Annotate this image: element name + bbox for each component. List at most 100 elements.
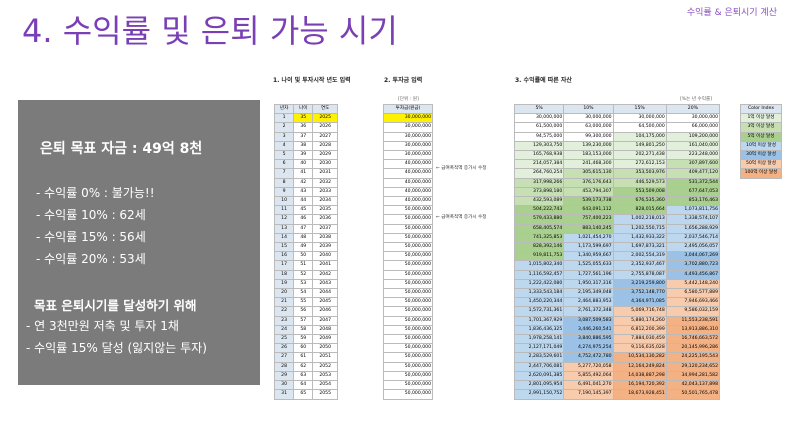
table-cell[interactable]: 27: [273, 352, 295, 363]
table-cell[interactable]: 2029: [312, 150, 338, 161]
table-cell[interactable]: 2052: [312, 361, 338, 372]
table-cell[interactable]: 13: [273, 223, 295, 234]
table-cell[interactable]: 54: [293, 288, 314, 299]
table-cell[interactable]: 62: [293, 361, 314, 372]
table-cell[interactable]: 50,000,000: [383, 269, 433, 280]
table-cell[interactable]: 30,000,000: [383, 122, 433, 133]
table-cell[interactable]: 2027: [312, 131, 338, 142]
table-cell[interactable]: 50,000,000: [383, 324, 433, 336]
table-cell[interactable]: 42: [293, 177, 314, 188]
table-cell[interactable]: 50,000,000: [383, 370, 433, 382]
table-cell[interactable]: 25: [273, 334, 295, 345]
table-cell[interactable]: 50,000,000: [383, 278, 433, 290]
table-cell[interactable]: 37: [293, 131, 314, 142]
table-cell[interactable]: 2054: [312, 380, 338, 391]
table-cell[interactable]: 53: [293, 278, 314, 290]
table-cell[interactable]: 2048: [312, 324, 338, 336]
table-cell[interactable]: 4: [273, 140, 295, 152]
table-cell[interactable]: 63: [293, 370, 314, 382]
table-cell[interactable]: 15: [273, 242, 295, 253]
table-cell[interactable]: 2053: [312, 370, 338, 382]
table-cell[interactable]: 48: [293, 232, 314, 244]
table-cell[interactable]: 39: [293, 150, 314, 161]
table-cell[interactable]: 6: [273, 159, 295, 170]
table-cell[interactable]: 43: [293, 186, 314, 198]
table-cell[interactable]: 55: [293, 297, 314, 308]
table-cell[interactable]: 2050: [312, 343, 338, 354]
table-cell[interactable]: 28: [273, 361, 295, 372]
table-cell[interactable]: 19: [273, 278, 295, 290]
table-cell[interactable]: 20: [273, 288, 295, 299]
table-cell[interactable]: 2042: [312, 269, 338, 280]
table-cell[interactable]: 2038: [312, 232, 338, 244]
table-cell[interactable]: 50,000,000: [383, 251, 433, 262]
table-cell[interactable]: 44: [293, 196, 314, 207]
table-cell[interactable]: 26: [273, 343, 295, 354]
table-cell[interactable]: 2044: [312, 288, 338, 299]
table-cell[interactable]: 40: [293, 159, 314, 170]
table-cell[interactable]: 60: [293, 343, 314, 354]
table-cell[interactable]: 2047: [312, 315, 338, 326]
table-cell[interactable]: 50,000,000: [383, 361, 433, 372]
table-cell[interactable]: 61: [293, 352, 314, 363]
table-cell[interactable]: 50,000,000: [383, 242, 433, 253]
table-cell[interactable]: 2033: [312, 186, 338, 198]
table-cell[interactable]: 8: [273, 177, 295, 188]
table-cell[interactable]: 2046: [312, 306, 338, 317]
table-cell[interactable]: 2026: [312, 122, 338, 133]
table-cell[interactable]: 50,000,000: [383, 297, 433, 308]
table-cell[interactable]: 56: [293, 306, 314, 317]
table-cell[interactable]: 59: [293, 334, 314, 345]
table-cell[interactable]: 9: [273, 186, 295, 198]
table-cell[interactable]: 50,000,000: [383, 334, 433, 345]
table-cell[interactable]: 17: [273, 260, 295, 271]
table-cell[interactable]: 50,000,000: [383, 352, 433, 363]
table-cell[interactable]: 65: [293, 389, 314, 400]
table-cell[interactable]: 50,000,000: [383, 288, 433, 299]
table-cell[interactable]: 30,000,000: [383, 131, 433, 142]
table-cell[interactable]: 35: [293, 113, 314, 124]
table-cell[interactable]: 24: [273, 324, 295, 336]
table-cell[interactable]: 29: [273, 370, 295, 382]
table-cell[interactable]: 57: [293, 315, 314, 326]
table-cell[interactable]: 51: [293, 260, 314, 271]
table-cell[interactable]: 58: [293, 324, 314, 336]
table-cell[interactable]: 21: [273, 297, 295, 308]
table-cell[interactable]: 40,000,000: [383, 186, 433, 198]
table-cell[interactable]: 50: [293, 251, 314, 262]
table-cell[interactable]: 2032: [312, 177, 338, 188]
table-cell[interactable]: 40,000,000: [383, 196, 433, 207]
table-cell[interactable]: 18: [273, 269, 295, 280]
table-cell[interactable]: 2: [273, 122, 295, 133]
table-cell[interactable]: 46: [293, 214, 314, 225]
table-cell[interactable]: 2041: [312, 260, 338, 271]
table-cell[interactable]: 50,000,000: [383, 389, 433, 400]
table-cell[interactable]: 30,000,000: [383, 113, 433, 124]
table-cell[interactable]: 30: [273, 380, 295, 391]
table-cell[interactable]: 3: [273, 131, 295, 142]
table-cell[interactable]: 10: [273, 196, 295, 207]
table-cell[interactable]: 2035: [312, 205, 338, 216]
table-cell[interactable]: 2028: [312, 140, 338, 152]
table-cell[interactable]: 38: [293, 140, 314, 152]
table-cell[interactable]: 47: [293, 223, 314, 234]
table-cell[interactable]: 30,000,000: [383, 150, 433, 161]
table-cell[interactable]: 40,000,000: [383, 168, 433, 179]
table-cell[interactable]: 50,000,000: [383, 205, 433, 216]
table-cell[interactable]: 23: [273, 315, 295, 326]
table-cell[interactable]: 2037: [312, 223, 338, 234]
table-cell[interactable]: 52: [293, 269, 314, 280]
table-cell[interactable]: 2055: [312, 389, 338, 400]
table-cell[interactable]: 16: [273, 251, 295, 262]
table-cell[interactable]: 50,000,000: [383, 260, 433, 271]
table-cell[interactable]: 40,000,000: [383, 159, 433, 170]
table-cell[interactable]: 11: [273, 205, 295, 216]
table-cell[interactable]: 50,000,000: [383, 343, 433, 354]
table-cell[interactable]: 50,000,000: [383, 232, 433, 244]
table-cell[interactable]: 2030: [312, 159, 338, 170]
table-cell[interactable]: 31: [273, 389, 295, 400]
table-cell[interactable]: 2025: [312, 113, 338, 124]
table-cell[interactable]: 50,000,000: [383, 214, 433, 225]
table-cell[interactable]: 50,000,000: [383, 315, 433, 326]
table-cell[interactable]: 2049: [312, 334, 338, 345]
